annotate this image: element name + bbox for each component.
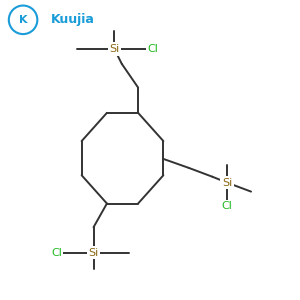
Text: Si: Si <box>109 44 119 54</box>
Text: Si: Si <box>222 178 233 188</box>
Text: Si: Si <box>88 248 99 257</box>
Text: Kuujia: Kuujia <box>50 13 94 26</box>
Text: Cl: Cl <box>148 44 158 54</box>
Text: K: K <box>19 15 27 25</box>
Text: Cl: Cl <box>51 248 62 257</box>
Text: Cl: Cl <box>222 202 233 212</box>
